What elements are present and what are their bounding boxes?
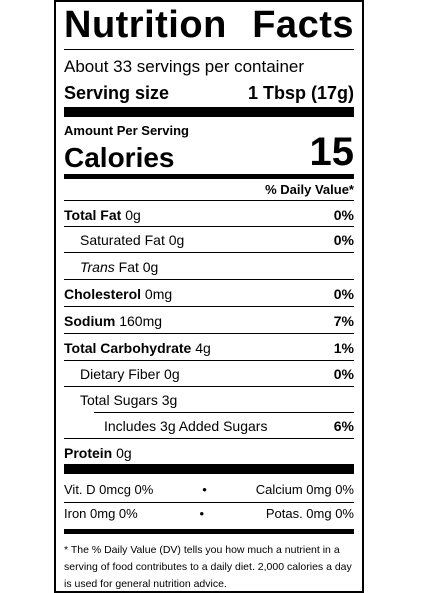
nutrient-amount: 0g — [116, 445, 132, 461]
divider-thin — [64, 386, 354, 387]
nutrient-name: Dietary Fiber — [80, 366, 161, 382]
nutrient-name: Saturated Fat — [80, 232, 165, 248]
amount-per-serving-text: Amount Per Serving — [64, 123, 189, 138]
label-title: Nutrition Facts — [64, 4, 354, 47]
nutrient-dv: 6% — [333, 418, 354, 434]
nutrient-amount: 0mg — [144, 286, 173, 302]
vitamin-row: Iron 0mg 0% • Potas. 0mg 0% — [64, 506, 354, 521]
nutrient-dv: 0% — [333, 207, 354, 223]
nutrient-name: Sodium — [64, 313, 116, 329]
title-word-nutrition: Nutrition — [64, 4, 227, 46]
nutrition-facts-label: Nutrition Facts About 33 servings per co… — [54, 0, 364, 593]
nutrient-dv: 0% — [333, 286, 354, 302]
nutrient-amount: 0g — [168, 232, 185, 248]
servings-text: About 33 servings per container — [64, 57, 305, 76]
servings-per-container: About 33 servings per container — [64, 57, 354, 77]
nutrient-amount: 4g — [195, 340, 211, 356]
vitamin-row: Vit. D 0mcg 0% • Calcium 0mg 0% — [64, 482, 354, 497]
nutrient-row-added-sugars: Includes 3g Added Sugars 6% — [64, 418, 354, 434]
nutrient-amount: 160mg — [119, 313, 163, 329]
nutrient-name: Total Carbohydrate — [64, 340, 192, 356]
nutrient-row-total-sugars: Total Sugars 3g — [64, 392, 354, 408]
serving-size-label: Serving size — [64, 83, 170, 103]
vitamin-right: Calcium 0mg 0% — [255, 482, 354, 497]
divider-thin — [64, 333, 354, 334]
nutrient-name: Protein — [64, 445, 113, 461]
nutrient-name: Includes 3g Added Sugars — [104, 418, 268, 434]
divider-medium — [64, 529, 354, 534]
label-inner: Nutrition Facts About 33 servings per co… — [64, 2, 354, 591]
nutrient-name-suffix: Fat — [118, 259, 139, 275]
divider-thick — [64, 107, 354, 117]
nutrient-name: Total Sugars — [80, 392, 158, 408]
daily-value-header: % Daily Value* — [265, 182, 354, 197]
divider-thin — [64, 49, 354, 50]
vitamin-left: Iron 0mg 0% — [64, 506, 138, 521]
divider-thin — [64, 252, 354, 253]
divider-thick — [64, 464, 354, 474]
nutrient-row-protein: Protein 0g — [64, 445, 354, 461]
nutrient-amount: 0g — [125, 207, 141, 223]
serving-size-row: Serving size 1 Tbsp (17g) — [64, 83, 354, 104]
nutrient-row-dietary-fiber: Dietary Fiber 0g 0% — [64, 366, 354, 382]
serving-size-value: 1 Tbsp (17g) — [247, 83, 354, 103]
nutrient-amount: 3g — [161, 392, 178, 408]
divider-thin — [64, 306, 354, 307]
nutrient-dv: 0% — [333, 232, 354, 248]
title-word-facts: Facts — [252, 4, 354, 46]
divider-medium — [64, 174, 354, 179]
divider-thin — [64, 360, 354, 361]
amount-per-serving: Amount Per Serving — [64, 123, 354, 138]
nutrient-row-cholesterol: Cholesterol 0mg 0% — [64, 286, 354, 302]
divider-thin — [64, 200, 354, 201]
divider-thin — [64, 279, 354, 280]
bullet-separator: • — [202, 482, 207, 497]
nutrient-row-sodium: Sodium 160mg 7% — [64, 313, 354, 329]
calories-label: Calories — [64, 142, 175, 173]
nutrient-dv: 0% — [333, 366, 354, 382]
vitamin-left: Vit. D 0mcg 0% — [64, 482, 154, 497]
nutrient-amount: 0g — [164, 366, 180, 382]
vitamin-right: Potas. 0mg 0% — [265, 506, 354, 521]
nutrient-amount: 0g — [142, 259, 159, 275]
nutrient-row-saturated-fat: Saturated Fat 0g 0% — [64, 232, 354, 248]
nutrient-row-total-carbohydrate: Total Carbohydrate 4g 1% — [64, 340, 354, 356]
nutrient-name: Total Fat — [64, 207, 122, 223]
divider-thin — [64, 226, 354, 227]
calories-value: 15 — [309, 130, 355, 174]
divider-thin — [64, 438, 354, 439]
footnote: * The % Daily Value (DV) tells you how m… — [64, 544, 352, 590]
nutrient-row-trans-fat: Trans Fat 0g — [64, 259, 354, 275]
divider-thin — [94, 412, 354, 413]
nutrient-dv: 1% — [333, 340, 354, 356]
bullet-separator: • — [199, 506, 205, 521]
nutrient-name: Cholesterol — [64, 286, 142, 302]
nutrient-row-total-fat: Total Fat 0g 0% — [64, 207, 354, 223]
nutrient-name: Trans — [80, 259, 115, 275]
nutrient-dv: 7% — [333, 313, 354, 329]
divider-thin — [64, 502, 354, 503]
